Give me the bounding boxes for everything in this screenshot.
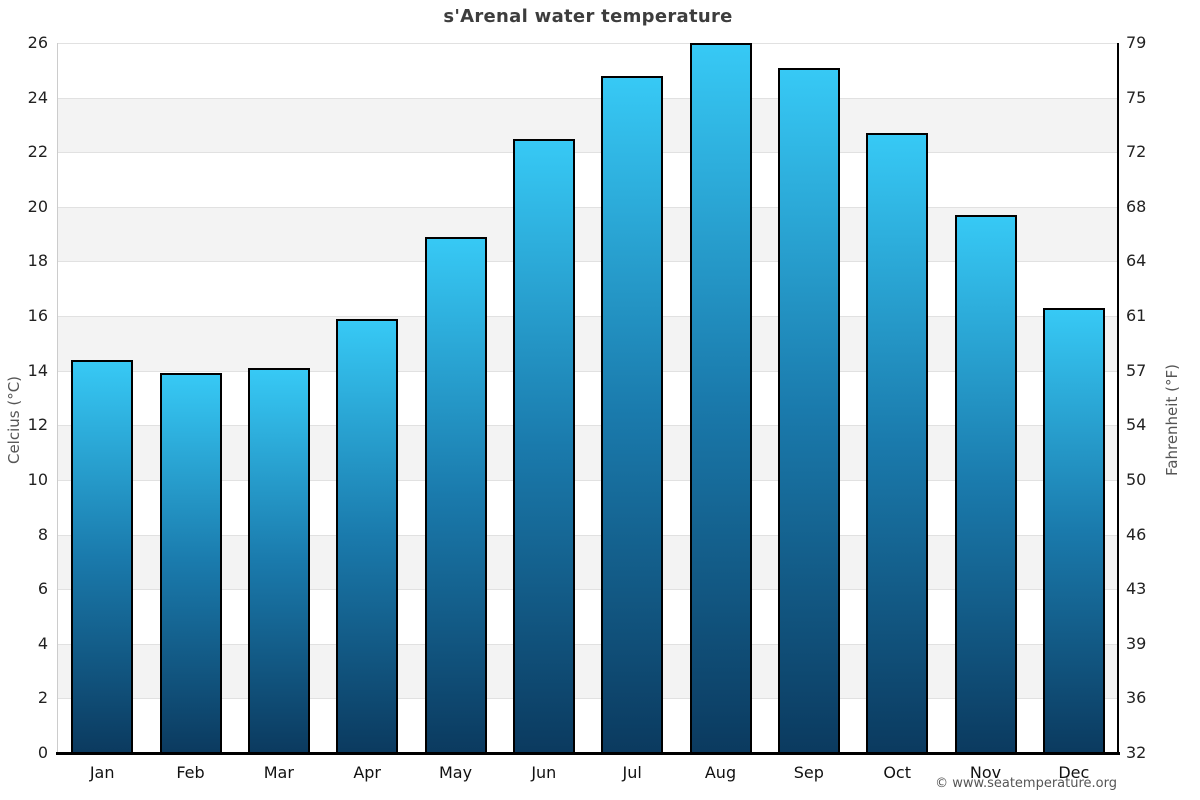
y-tick-fahrenheit: 79 — [1126, 33, 1147, 52]
grid-band — [58, 534, 1118, 590]
x-tick-mar: Mar — [263, 763, 294, 782]
y-tick-celsius: 10 — [27, 469, 48, 489]
grid-band — [58, 152, 1118, 207]
x-tick-jul: Jul — [622, 763, 642, 782]
bar-mar — [247, 367, 310, 753]
y-tick-fahrenheit: 57 — [1126, 360, 1147, 380]
grid-band — [58, 370, 1118, 426]
bar-feb — [159, 373, 222, 753]
bar-jul — [601, 75, 664, 753]
y-tick-celsius: 6 — [37, 579, 48, 599]
bar-aug — [689, 43, 752, 753]
copyright-text: © www.seatemperature.org — [935, 776, 1117, 791]
y-tick-fahrenheit: 46 — [1126, 524, 1147, 544]
plot-area — [58, 43, 1118, 753]
y-tick-fahrenheit: 39 — [1126, 633, 1147, 653]
bar-nov — [954, 215, 1017, 753]
x-tick-aug: Aug — [704, 763, 737, 782]
grid-band — [58, 425, 1118, 480]
grid-band — [58, 316, 1118, 371]
x-tick-jan: Jan — [89, 763, 115, 782]
y-tick-celsius: 24 — [27, 87, 48, 107]
grid-band — [58, 698, 1118, 753]
y-tick-fahrenheit: 43 — [1126, 579, 1147, 599]
x-tick-dec: Dec — [1058, 763, 1090, 782]
x-tick-feb: Feb — [176, 763, 205, 782]
y-tick-fahrenheit: 36 — [1126, 688, 1147, 708]
y-tick-fahrenheit: 68 — [1126, 196, 1147, 216]
y-tick-celsius: 4 — [37, 633, 48, 653]
grid-band — [58, 261, 1118, 317]
y-tick-fahrenheit: 64 — [1126, 251, 1147, 271]
x-tick-sep: Sep — [793, 763, 824, 782]
y-tick-celsius: 18 — [27, 251, 48, 271]
grid-band — [58, 479, 1118, 535]
y-tick-celsius: 14 — [27, 360, 48, 380]
bar-dec — [1042, 307, 1105, 753]
y-tick-celsius: 22 — [27, 142, 48, 162]
x-tick-jun: Jun — [531, 763, 557, 782]
x-tick-may: May — [438, 763, 473, 782]
left-axis-line — [57, 43, 58, 753]
x-tick-apr: Apr — [353, 763, 381, 782]
grid-band — [58, 206, 1118, 262]
bar-jun — [512, 138, 575, 753]
bottom-axis-line — [56, 752, 1120, 755]
fahrenheit-axis-label: Fahrenheit (°F) — [1163, 364, 1181, 476]
grid-band — [58, 589, 1118, 644]
y-tick-celsius: 12 — [27, 415, 48, 435]
chart-title: s'Arenal water temperature — [443, 6, 733, 27]
y-tick-celsius: 16 — [27, 306, 48, 326]
x-tick-nov: Nov — [969, 763, 1002, 782]
grid-band — [58, 643, 1118, 699]
y-tick-celsius: 8 — [37, 524, 48, 544]
x-tick-oct: Oct — [883, 763, 911, 782]
y-tick-fahrenheit: 61 — [1126, 306, 1147, 326]
y-tick-celsius: 2 — [37, 688, 48, 708]
y-tick-fahrenheit: 32 — [1126, 743, 1147, 762]
bar-apr — [336, 318, 399, 753]
bar-sep — [777, 67, 840, 753]
y-tick-fahrenheit: 54 — [1126, 415, 1147, 435]
celsius-axis-label: Celcius (°C) — [5, 375, 23, 465]
grid-band — [58, 97, 1118, 153]
bar-jan — [71, 359, 134, 753]
right-axis-line — [1117, 43, 1119, 753]
grid-band — [58, 43, 1118, 98]
y-tick-celsius: 0 — [37, 743, 48, 762]
y-tick-celsius: 26 — [27, 33, 48, 52]
bar-oct — [866, 133, 929, 753]
bar-may — [424, 236, 487, 753]
y-tick-fahrenheit: 50 — [1126, 469, 1147, 489]
y-tick-celsius: 20 — [27, 196, 48, 216]
y-tick-fahrenheit: 72 — [1126, 142, 1147, 162]
y-tick-fahrenheit: 75 — [1126, 87, 1147, 107]
